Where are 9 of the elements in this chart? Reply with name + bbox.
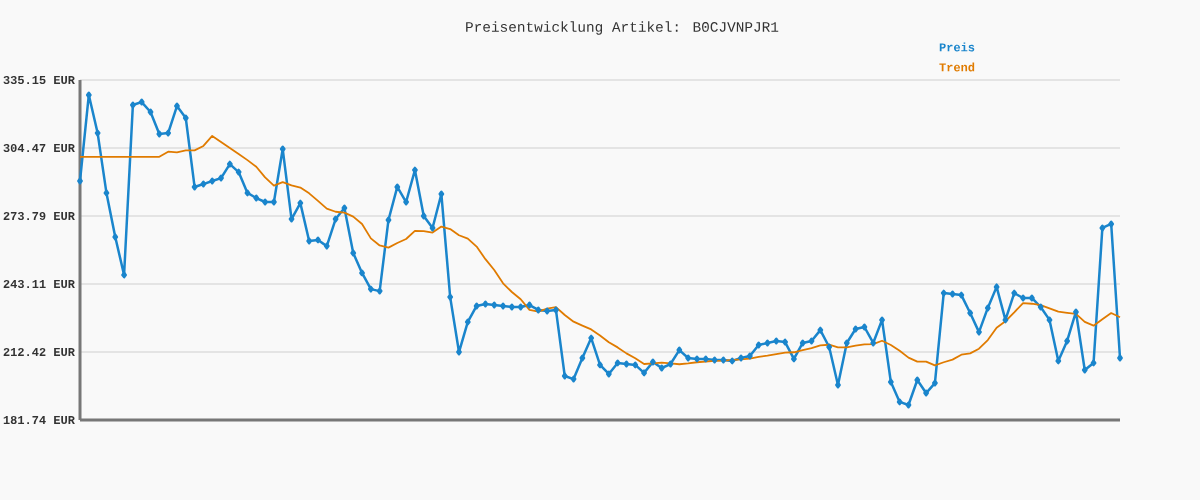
y-tick-label: 273.79 EUR [3, 211, 75, 221]
text: Preis [939, 42, 975, 52]
y-tick-label: 212.42 EUR [3, 347, 75, 357]
y-tick-label: 335.15 EUR [3, 75, 75, 85]
text: Trend [939, 62, 975, 72]
chart-title: Preisentwicklung Artikel: B0CJVNPJR1 [466, 21, 779, 35]
y-tick-label: 243.11 EUR [3, 279, 75, 289]
y-tick-label: 304.47 EUR [3, 143, 75, 153]
y-tick-label: 181.74 EUR [3, 415, 75, 425]
